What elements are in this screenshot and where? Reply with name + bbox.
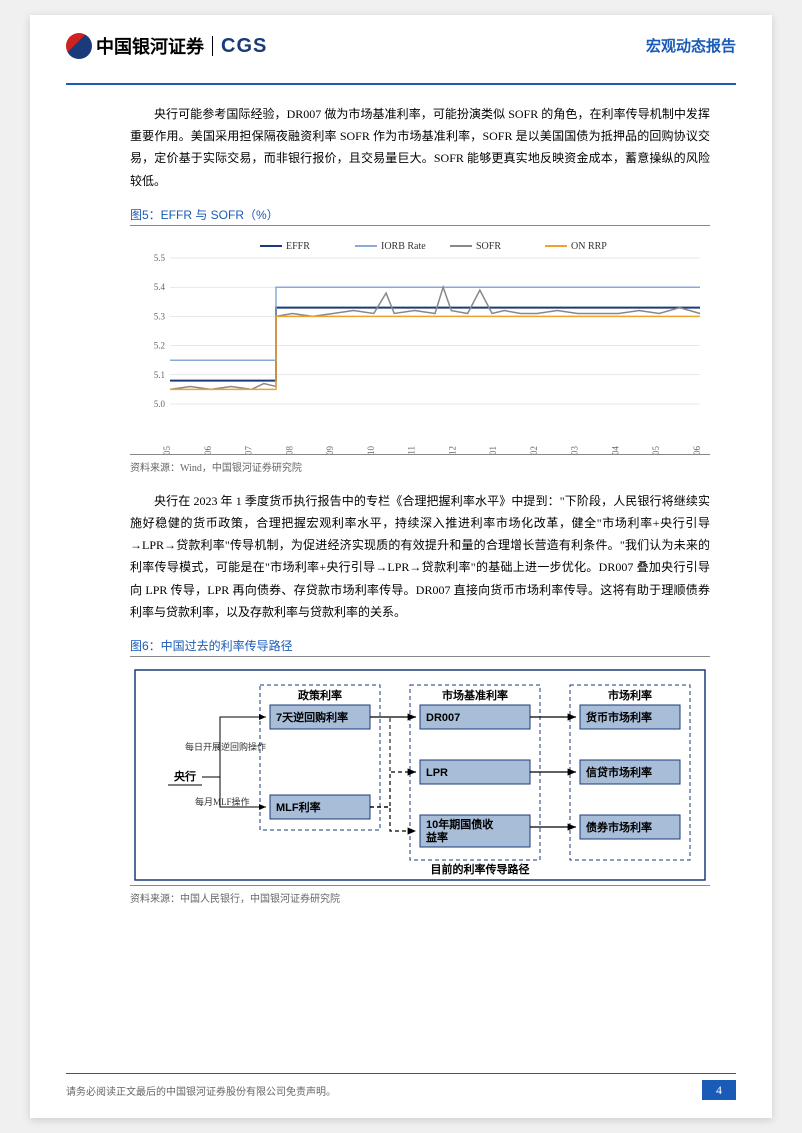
svg-text:10年期国债收: 10年期国债收 [426,817,493,831]
svg-text:2024-04: 2024-04 [610,445,620,453]
paragraph-1: 央行可能参考国际经验，DR007 做为市场基准利率，可能扮演类似 SOFR 的角… [130,103,710,192]
svg-text:2024-01: 2024-01 [488,446,498,454]
figure-6-rule [130,656,710,657]
svg-text:5.1: 5.1 [154,370,165,380]
svg-text:政策利率: 政策利率 [298,688,342,702]
figure-5-chart: 5.0 5.1 5.2 5.3 5.4 5.5 2023-05 2023-06 2023-07 2… [130,234,710,454]
svg-text:央行: 央行 [174,769,196,783]
page-number: 4 [702,1080,736,1100]
svg-text:2023-05: 2023-05 [162,445,172,453]
figure-6-source: 资料来源：中国人民银行，中国银河证券研究院 [130,890,710,905]
svg-text:2023-10: 2023-10 [366,445,376,453]
svg-text:市场基准利率: 市场基准利率 [442,688,508,702]
figure-5-title: 图5：EFFR 与 SOFR（%） [130,206,710,223]
figure-5-rule [130,225,710,226]
svg-text:DR007: DR007 [426,712,460,724]
figure-6-flowchart: 政策利率 市场基准利率 市场利率央行 7天逆回购利率 MLF利率 DR007 LPR 10年期… [130,665,710,885]
page-header: 中国银河证券 CGS 宏观动态报告 [30,15,772,75]
svg-text:2023-09: 2023-09 [325,445,335,453]
svg-text:货币市场利率: 货币市场利率 [585,710,652,724]
report-type-label: 宏观动态报告 [646,35,736,56]
svg-text:益率: 益率 [426,830,448,844]
svg-text:MLF利率: MLF利率 [276,800,321,814]
figure-5-source: 资料来源：Wind，中国银河证券研究院 [130,459,710,474]
svg-text:2024-02: 2024-02 [529,446,539,454]
figure-6-title: 图6：中国过去的利率传导路径 [130,637,710,654]
svg-text:ON RRP: ON RRP [571,241,607,252]
footer-rule [66,1073,736,1074]
svg-text:2023-08: 2023-08 [284,445,294,453]
svg-text:目前的利率传导路径: 目前的利率传导路径 [431,862,530,876]
svg-text:每日开展逆回购操作: 每日开展逆回购操作 [185,741,266,752]
svg-text:LPR: LPR [426,767,448,779]
logo: 中国银河证券 CGS [66,33,736,59]
svg-text:IORB Rate: IORB Rate [381,241,426,252]
svg-text:2023-11: 2023-11 [407,446,417,454]
svg-text:5.0: 5.0 [154,399,166,409]
disclaimer-text: 请务必阅读正文最后的中国银河证券股份有限公司免责声明。 [66,1083,336,1098]
svg-text:5.5: 5.5 [154,253,166,263]
svg-text:2024-05: 2024-05 [651,445,661,453]
svg-text:7天逆回购利率: 7天逆回购利率 [276,710,348,724]
svg-text:2024-06: 2024-06 [692,445,702,453]
svg-text:SOFR: SOFR [476,241,501,252]
svg-text:债券市场利率: 债券市场利率 [586,820,652,834]
logo-text-cn: 中国银河证券 [96,33,204,59]
svg-text:每月MLF操作: 每月MLF操作 [195,796,250,807]
figure-6-source-rule [130,885,710,886]
logo-text-en: CGS [221,35,267,58]
svg-text:2023-12: 2023-12 [447,446,457,454]
svg-text:2023-06: 2023-06 [203,445,213,453]
svg-text:信贷市场利率: 信贷市场利率 [586,765,652,779]
logo-mark-icon [66,33,92,59]
page-footer: 请务必阅读正文最后的中国银河证券股份有限公司免责声明。 4 [66,1080,736,1100]
svg-text:5.2: 5.2 [154,340,165,350]
svg-text:EFFR: EFFR [286,241,310,252]
logo-divider [212,36,213,56]
svg-text:市场利率: 市场利率 [608,688,652,702]
paragraph-2: 央行在 2023 年 1 季度货币执行报告中的专栏《合理把握利率水平》中提到："… [130,490,710,623]
svg-text:5.3: 5.3 [154,311,166,321]
svg-text:2024-03: 2024-03 [570,445,580,453]
svg-text:2023-07: 2023-07 [244,445,254,453]
svg-text:5.4: 5.4 [154,282,166,292]
